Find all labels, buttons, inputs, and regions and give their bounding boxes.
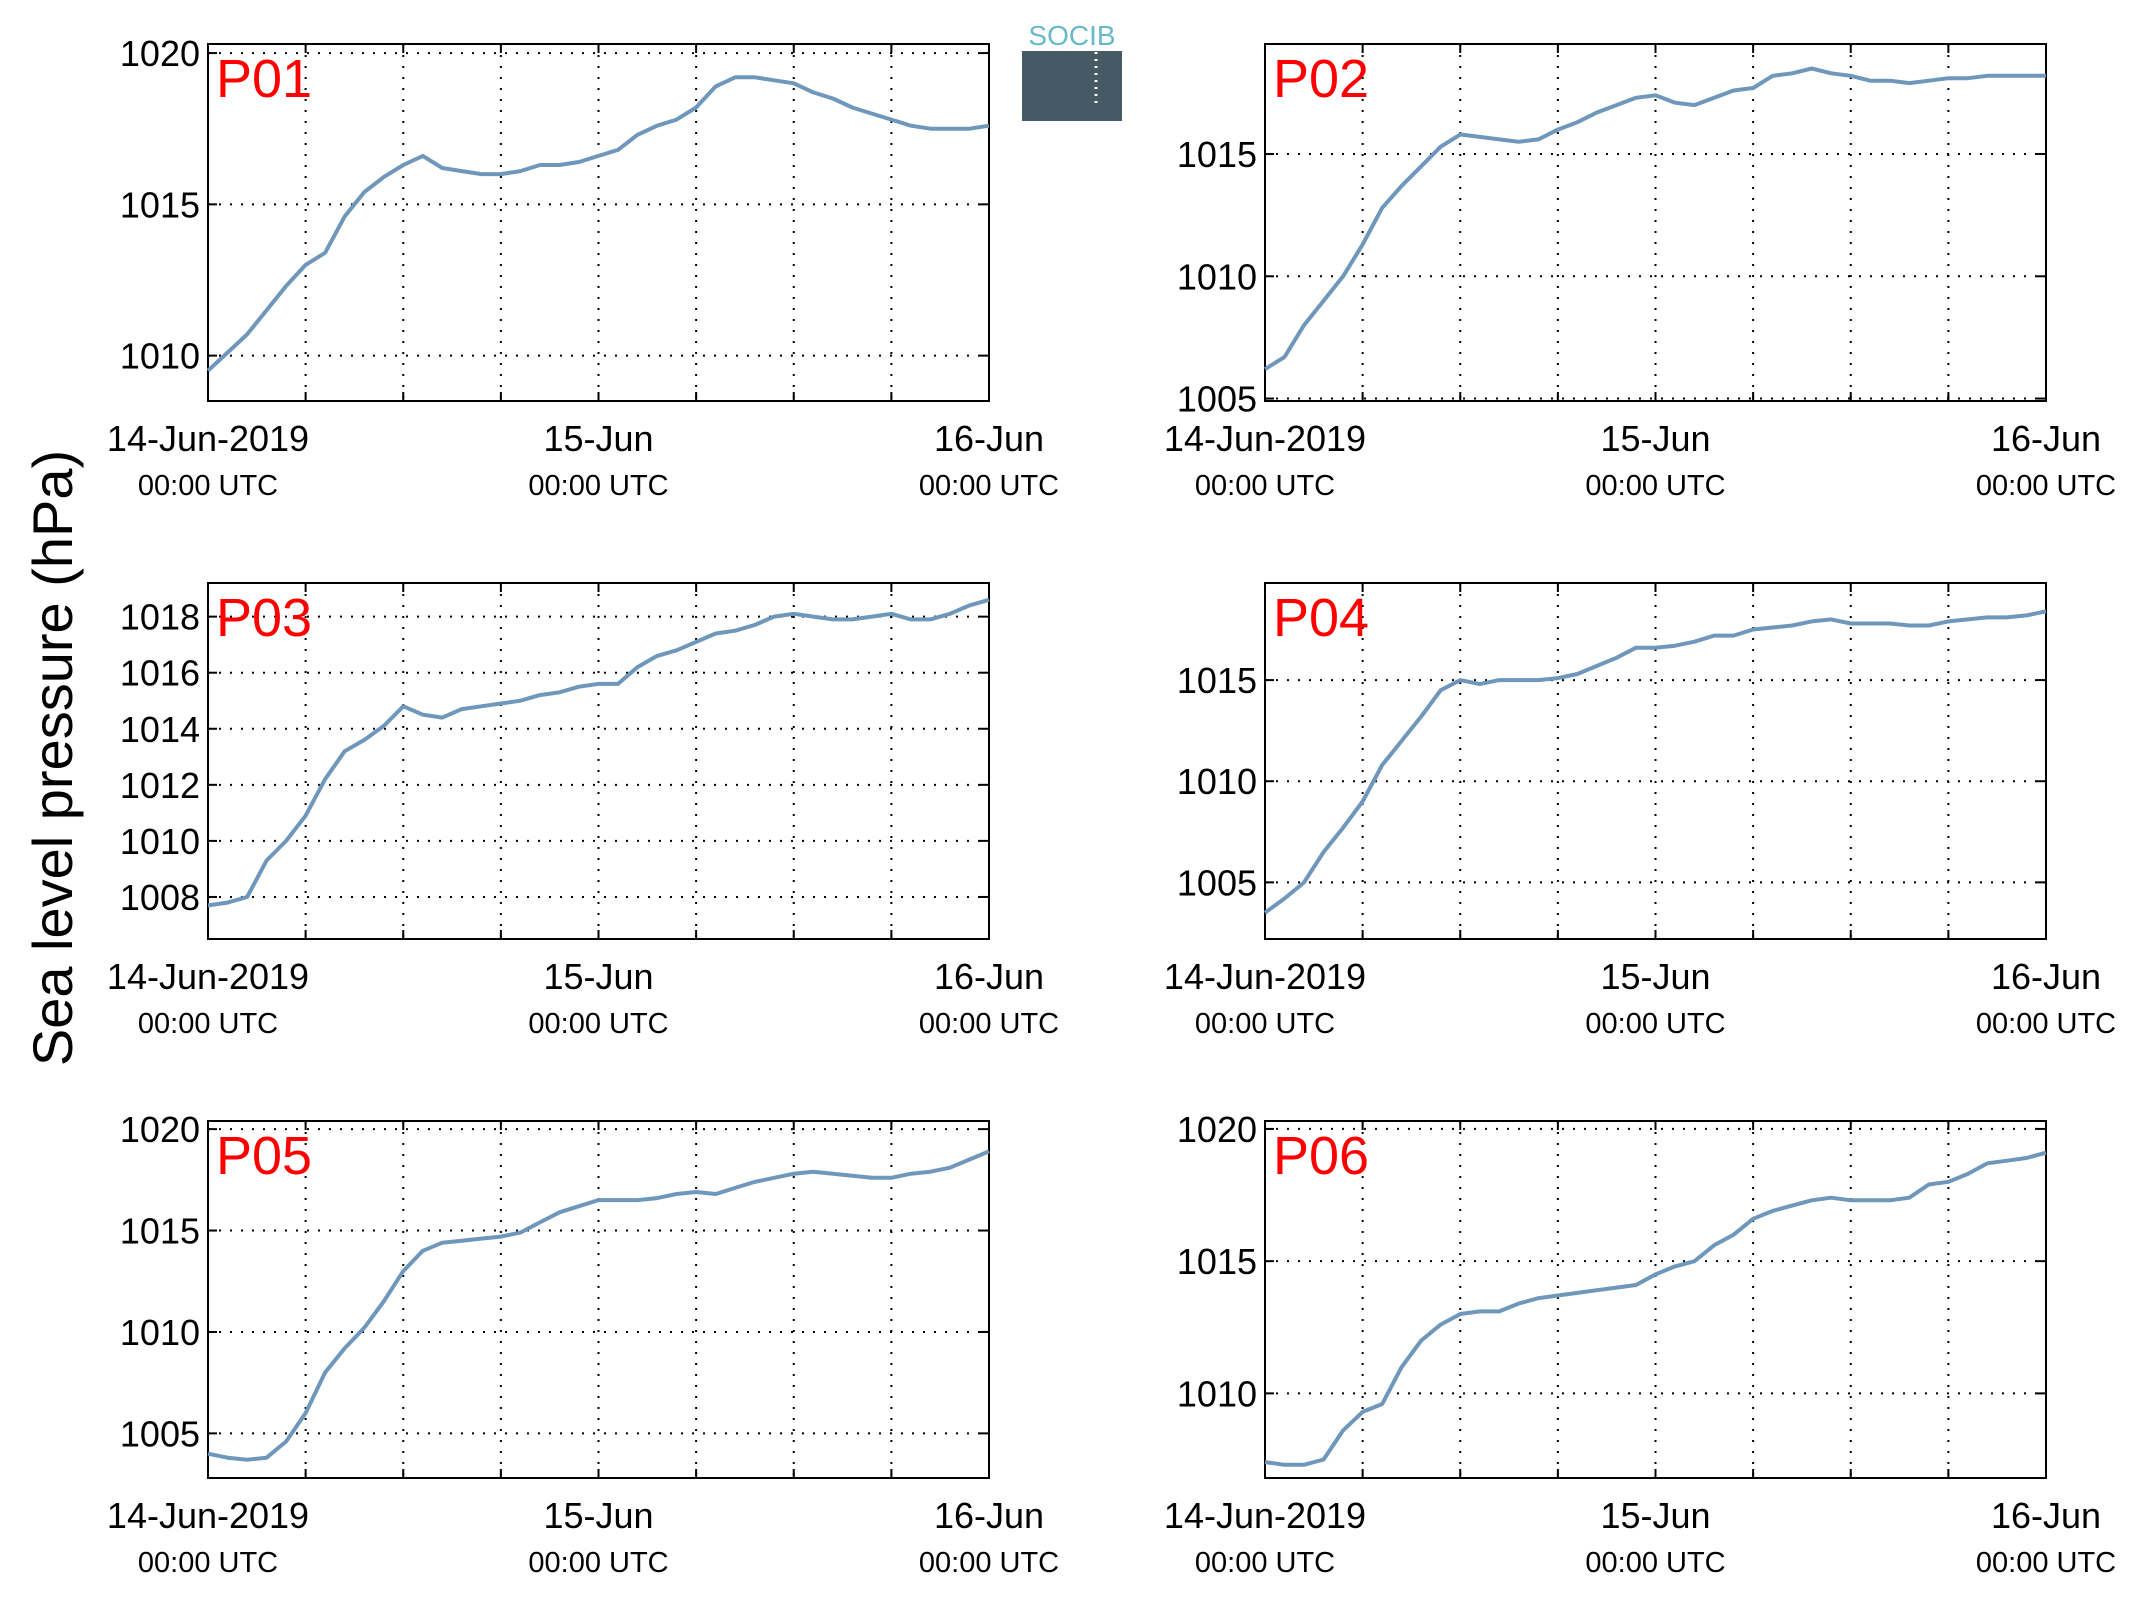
x-tick-sublabel: 00:00 UTC <box>528 470 668 502</box>
x-tick-sublabel: 00:00 UTC <box>919 1008 1059 1040</box>
panel-p06: 1010 1015 1020 14-Jun-2019 00:00 UTC 15-Jun 00… <box>1164 1109 2116 1579</box>
x-tick-label: 16-Jun <box>934 956 1044 997</box>
y-tick-label: 1010 <box>1177 256 1257 297</box>
plot-frame <box>207 582 990 940</box>
x-tick-label: 16-Jun <box>1991 1495 2101 1536</box>
panel-p04: 1005 1010 1015 14-Jun-2019 00:00 UTC 15-Jun 00… <box>1164 582 2116 1040</box>
x-tick-sublabel: 00:00 UTC <box>1585 1008 1725 1040</box>
x-tick-label: 16-Jun <box>1991 418 2101 459</box>
socib-logo-text: SOCIB <box>1028 20 1115 51</box>
plot-frame <box>1264 1120 2047 1479</box>
y-tick-label: 1010 <box>120 821 200 862</box>
x-tick-label: 15-Jun <box>543 956 653 997</box>
panel-label: P01 <box>216 49 312 109</box>
y-tick-label: 1012 <box>120 765 200 806</box>
y-tick-label: 1010 <box>120 1312 200 1353</box>
x-tick-sublabel: 00:00 UTC <box>1976 1008 2116 1040</box>
y-tick-label: 1020 <box>120 33 200 74</box>
x-tick-label: 14-Jun-2019 <box>1164 418 1366 459</box>
panel-p01: 1010 1015 1020 14-Jun-2019 00:00 UTC 15-Jun 00… <box>107 33 1059 502</box>
x-tick-sublabel: 00:00 UTC <box>138 470 278 502</box>
y-tick-label: 1008 <box>120 877 200 918</box>
panel-label: P06 <box>1273 1126 1369 1186</box>
x-tick-sublabel: 00:00 UTC <box>1195 1547 1335 1579</box>
x-tick-sublabel: 00:00 UTC <box>919 1547 1059 1579</box>
y-tick-label: 1015 <box>1177 134 1257 175</box>
socib-logo: SOCIB <box>1022 20 1122 121</box>
x-tick-sublabel: 00:00 UTC <box>1976 470 2116 502</box>
panels: 1010 1015 1020 14-Jun-2019 00:00 UTC 15-Jun 00… <box>107 33 2116 1579</box>
x-tick-sublabel: 00:00 UTC <box>138 1547 278 1579</box>
series-line <box>207 1149 990 1462</box>
socib-logo-badge <box>1022 51 1122 121</box>
plot-frame <box>207 43 990 402</box>
series-line <box>1263 66 2046 371</box>
y-tick-label: 1010 <box>1177 761 1257 802</box>
x-tick-sublabel: 00:00 UTC <box>1585 470 1725 502</box>
series-line <box>206 75 990 373</box>
x-tick-sublabel: 00:00 UTC <box>1585 1547 1725 1579</box>
y-tick-label: 1005 <box>1177 862 1257 903</box>
plot-frame <box>1264 582 2047 940</box>
x-tick-sublabel: 00:00 UTC <box>528 1008 668 1040</box>
y-tick-label: 1016 <box>120 653 200 694</box>
x-tick-label: 16-Jun <box>934 418 1044 459</box>
panel-label: P04 <box>1273 588 1369 648</box>
x-tick-label: 14-Jun-2019 <box>107 1495 309 1536</box>
plot-frame <box>207 1120 990 1479</box>
panel-p05: 1005 1010 1015 1020 14-Jun-2019 00:00 UTC 15-J… <box>107 1109 1059 1579</box>
series-line <box>1263 609 2047 915</box>
x-tick-sublabel: 00:00 UTC <box>528 1547 668 1579</box>
y-tick-label: 1014 <box>120 709 200 750</box>
series-line <box>207 597 990 908</box>
x-tick-label: 15-Jun <box>543 418 653 459</box>
y-tick-label: 1010 <box>120 336 200 377</box>
y-tick-label: 1018 <box>120 597 200 638</box>
x-tick-sublabel: 00:00 UTC <box>1976 1547 2116 1579</box>
x-tick-label: 15-Jun <box>1600 418 1710 459</box>
x-tick-label: 14-Jun-2019 <box>107 956 309 997</box>
x-tick-label: 14-Jun-2019 <box>1164 956 1366 997</box>
y-tick-label: 1010 <box>1177 1373 1257 1414</box>
x-tick-label: 14-Jun-2019 <box>1164 1495 1366 1536</box>
y-axis-label: Sea level pressure (hPa) <box>21 450 84 1066</box>
panel-label: P05 <box>216 1126 312 1186</box>
y-tick-label: 1015 <box>1177 1241 1257 1282</box>
x-tick-sublabel: 00:00 UTC <box>1195 1008 1335 1040</box>
x-tick-label: 16-Jun <box>934 1495 1044 1536</box>
x-tick-label: 16-Jun <box>1991 956 2101 997</box>
x-tick-sublabel: 00:00 UTC <box>919 470 1059 502</box>
y-tick-label: 1020 <box>120 1109 200 1150</box>
plot-frame <box>1264 43 2047 402</box>
panel-label: P03 <box>216 588 312 648</box>
y-tick-label: 1015 <box>120 184 200 225</box>
y-tick-label: 1005 <box>1177 379 1257 420</box>
x-tick-sublabel: 00:00 UTC <box>138 1008 278 1040</box>
panel-label: P02 <box>1273 49 1369 109</box>
x-tick-label: 15-Jun <box>543 1495 653 1536</box>
series-line <box>1264 1150 2047 1467</box>
y-tick-label: 1015 <box>120 1211 200 1252</box>
x-tick-sublabel: 00:00 UTC <box>1195 470 1335 502</box>
y-tick-label: 1020 <box>1177 1109 1257 1150</box>
x-tick-label: 14-Jun-2019 <box>107 418 309 459</box>
y-tick-label: 1015 <box>1177 660 1257 701</box>
x-tick-label: 15-Jun <box>1600 1495 1710 1536</box>
panel-p02: 1005 1010 1015 14-Jun-2019 00:00 UTC 15-Jun 00… <box>1164 43 2116 502</box>
y-tick-label: 1005 <box>120 1413 200 1454</box>
x-tick-label: 15-Jun <box>1600 956 1710 997</box>
panel-p03: 1008 1010 1012 1014 1016 1018 14-Jun-2019 00:00… <box>107 582 1059 1040</box>
